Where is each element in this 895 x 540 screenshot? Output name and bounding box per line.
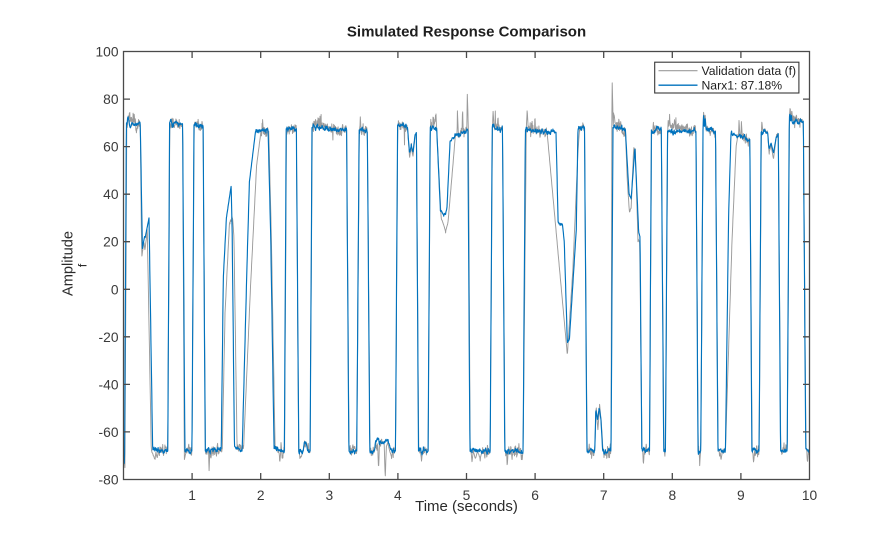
svg-text:6: 6 (531, 488, 539, 503)
svg-text:-80: -80 (99, 473, 119, 488)
svg-text:Amplitude: Amplitude (61, 231, 77, 296)
svg-text:10: 10 (802, 488, 818, 503)
svg-text:2: 2 (257, 488, 265, 503)
svg-text:3: 3 (325, 488, 333, 503)
svg-text:Simulated Response Comparison: Simulated Response Comparison (347, 24, 586, 41)
svg-text:Narx1: 87.18%: Narx1: 87.18% (702, 79, 783, 93)
svg-text:5: 5 (463, 488, 471, 503)
svg-text:8: 8 (668, 488, 676, 503)
svg-text:100: 100 (95, 45, 118, 60)
svg-text:20: 20 (103, 235, 119, 250)
svg-text:f: f (76, 263, 90, 267)
svg-text:80: 80 (103, 92, 119, 107)
svg-text:60: 60 (103, 140, 119, 155)
svg-text:0: 0 (111, 282, 119, 297)
svg-text:Time (seconds): Time (seconds) (415, 498, 518, 515)
svg-text:1: 1 (188, 488, 196, 503)
svg-text:Validation data (f): Validation data (f) (702, 64, 797, 78)
svg-text:7: 7 (600, 488, 608, 503)
svg-text:9: 9 (737, 488, 745, 503)
svg-text:-20: -20 (99, 330, 119, 345)
svg-text:40: 40 (103, 187, 119, 202)
svg-text:4: 4 (394, 488, 402, 503)
svg-text:-60: -60 (99, 425, 119, 440)
svg-text:-40: -40 (99, 377, 119, 392)
